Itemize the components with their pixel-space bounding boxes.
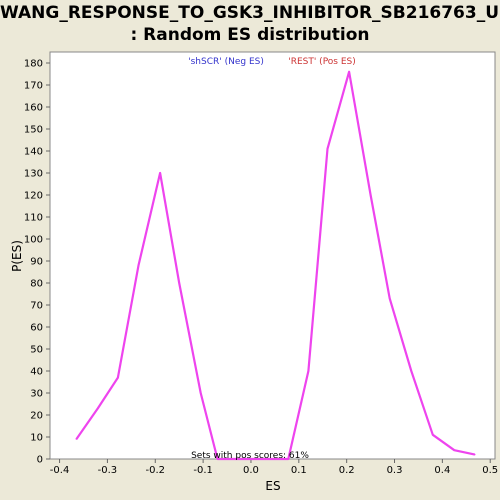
data-point (117, 377, 119, 379)
x-tick-label: 0.4 (434, 465, 450, 476)
y-tick-label: 100 (24, 235, 43, 246)
plot-area (49, 51, 496, 460)
x-axis-title: ES (265, 479, 280, 493)
y-tick-label: 50 (30, 345, 43, 356)
data-point (178, 282, 180, 284)
y-tick-label: 70 (30, 301, 43, 312)
x-tick-label: 0.0 (243, 465, 259, 476)
data-point (97, 407, 99, 409)
legend-entry-pos: 'REST' (Pos ES) (288, 57, 356, 67)
data-point (75, 438, 77, 440)
y-tick-label: 0 (37, 455, 43, 466)
chart-title: WANG_RESPONSE_TO_GSK3_INHIBITOR_SB216763… (0, 0, 500, 46)
data-point (216, 458, 219, 460)
data-point (307, 370, 309, 372)
legend-entry-neg: 'shSCR' (Neg ES) (188, 57, 264, 67)
data-point (137, 264, 140, 266)
y-tick-label: 160 (24, 103, 43, 114)
data-point (348, 71, 350, 73)
y-tick-label: 120 (24, 191, 43, 202)
x-tick-label: -0.3 (98, 465, 118, 476)
data-point (271, 458, 274, 460)
data-point (410, 370, 412, 372)
y-tick-label: 20 (30, 411, 43, 422)
y-tick-label: 60 (30, 323, 43, 334)
data-point (287, 458, 289, 460)
data-point (453, 449, 455, 451)
y-tick-label: 80 (30, 279, 43, 290)
y-tick-label: 150 (24, 125, 43, 136)
chart-title-line1: WANG_RESPONSE_TO_GSK3_INHIBITOR_SB216763… (0, 3, 500, 23)
x-tick-label: -0.4 (50, 465, 70, 476)
data-point (159, 172, 161, 174)
x-tick-label: 0.1 (291, 465, 307, 476)
data-point (236, 458, 238, 460)
y-tick-label: 40 (30, 367, 43, 378)
y-tick-label: 140 (24, 147, 43, 158)
data-point (326, 148, 329, 150)
x-tick-label: -0.1 (193, 465, 213, 476)
data-point (255, 458, 257, 460)
x-tick-label: 0.5 (482, 465, 498, 476)
axes: 0 10 20 30 40 50 60 70 80 90 100 110 120 130 140 150 160… (24, 59, 498, 477)
x-tick-label: 0.2 (339, 465, 355, 476)
annotation-pos-scores: Sets with pos scores: 61% (191, 451, 309, 461)
data-point (474, 454, 476, 456)
y-tick-label: 30 (30, 389, 43, 400)
chart-title-line2: : Random ES distribution (130, 25, 370, 45)
y-tick-label: 170 (24, 81, 43, 92)
x-tick-label: 0.3 (387, 465, 403, 476)
data-point (389, 297, 391, 299)
y-tick-label: 10 (30, 433, 43, 444)
series-layer (75, 70, 476, 461)
data-point (200, 392, 202, 394)
y-tick-label: 110 (24, 213, 43, 224)
y-tick-label: 130 (24, 169, 43, 180)
y-axis-title: P(ES) (10, 240, 24, 272)
x-tick-label: -0.2 (146, 465, 166, 476)
y-tick-label: 180 (24, 59, 43, 70)
data-point (432, 434, 434, 436)
data-point (369, 194, 372, 196)
y-tick-label: 90 (30, 257, 43, 268)
